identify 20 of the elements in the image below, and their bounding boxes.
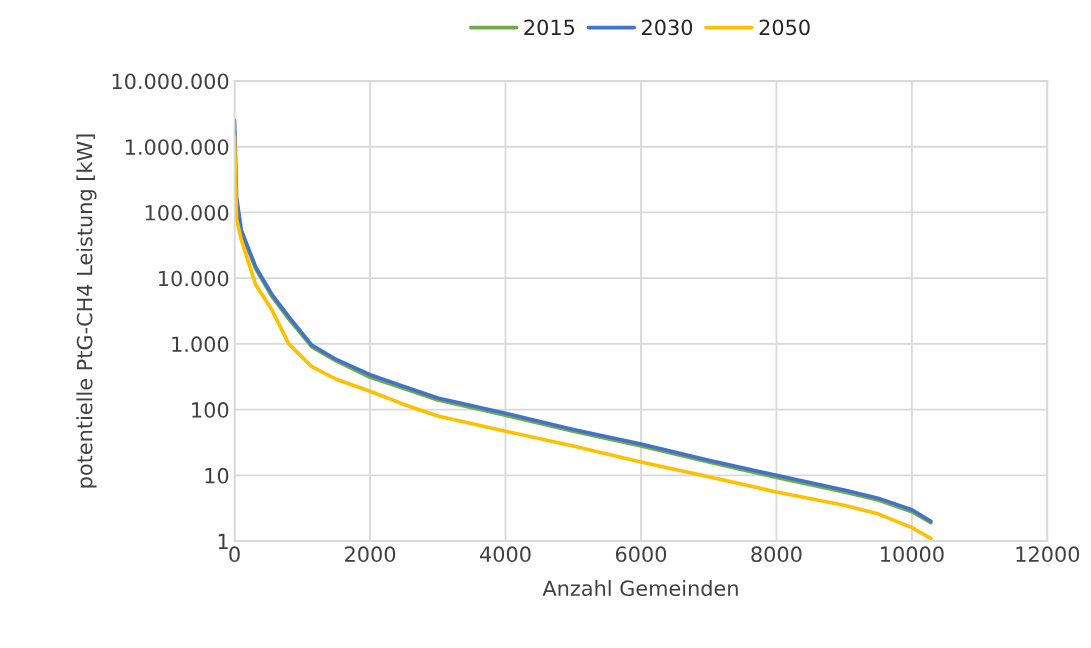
- x-tick-label: 10000: [881, 546, 944, 563]
- x-tick-label: 6000: [615, 546, 667, 563]
- legend-label: 2030: [642, 19, 693, 36]
- x-tick-label: 0: [229, 546, 240, 563]
- x-tick-label: 2000: [345, 546, 396, 563]
- y-tick-label: 10.000.000: [112, 73, 229, 90]
- y-tick-label: 10.000: [159, 270, 229, 287]
- x-tick-label: 8000: [751, 546, 802, 563]
- x-tick-label: 4000: [480, 546, 531, 563]
- legend-label: 2015: [524, 19, 575, 36]
- legend-label: 2050: [759, 19, 810, 36]
- y-tick-label: 1: [218, 533, 228, 549]
- y-tick-label: 10: [205, 467, 229, 484]
- x-tick-label: 12000: [1016, 546, 1080, 563]
- y-axis-title: potentielle PtG-CH4 Leistung [kW]: [76, 134, 97, 488]
- x-axis-title: Anzahl Gemeinden: [542, 579, 738, 597]
- y-tick-label: 1.000.000: [125, 139, 229, 155]
- y-tick-label: 100.000: [145, 204, 229, 221]
- y-tick-label: 100: [192, 402, 229, 418]
- y-tick-label: 1.000: [172, 336, 229, 353]
